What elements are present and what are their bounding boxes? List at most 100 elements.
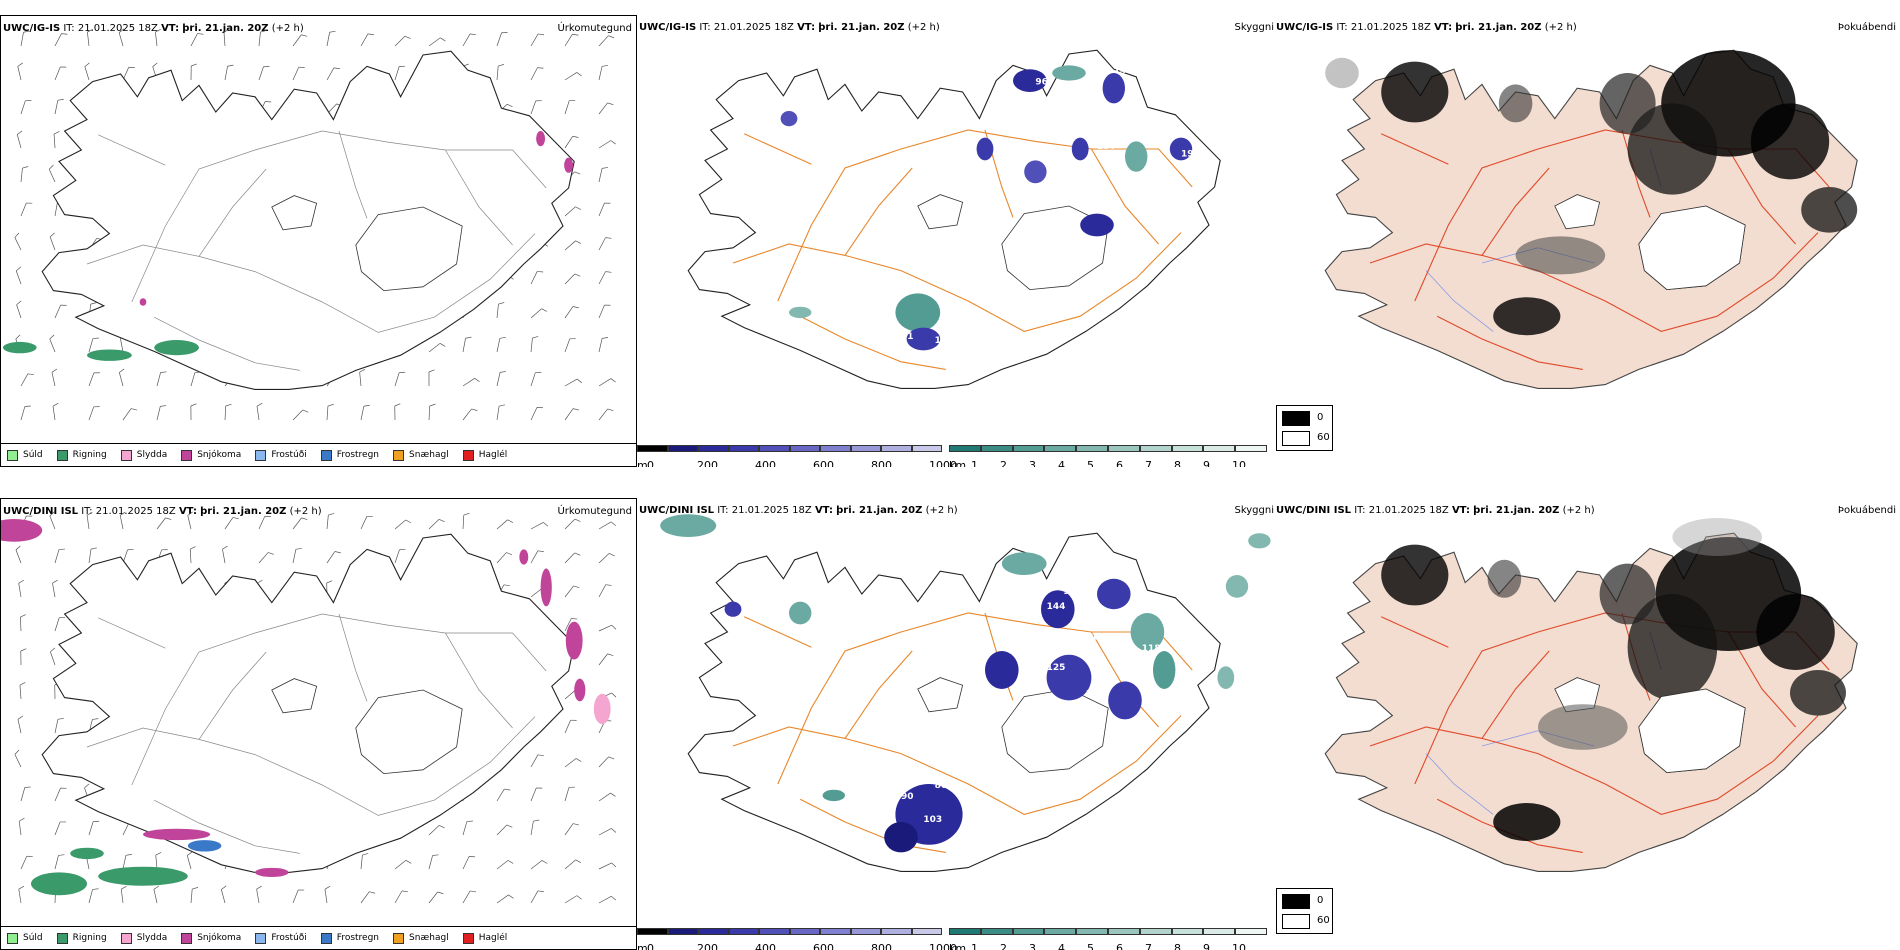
valid-time: þri. 21.jan. 20Z	[1455, 22, 1542, 33]
colorbar-segment	[1139, 445, 1172, 452]
valid-time-label: VT:	[178, 506, 197, 517]
colorbar-tick: 600	[813, 459, 834, 467]
legend-label: Súld	[23, 933, 43, 943]
visibility-km-colorbar: km 1 2 3 4 5 6 7 8 9 10	[949, 445, 1267, 467]
panel-header: UWC/DINI ISL IT: 21.01.2025 18Z VT: þri.…	[639, 505, 958, 516]
lead-time: (+2 h)	[1544, 22, 1577, 33]
issue-time: IT: 21.01.2025 18Z	[63, 23, 158, 34]
colorbar-tick: 2	[1000, 459, 1007, 467]
model-name: UWC/DINI ISL	[1276, 505, 1352, 516]
colorbar-segment	[1139, 928, 1172, 935]
glacier-outline	[271, 678, 318, 714]
colorbar-segment	[667, 445, 698, 452]
legend-label: Haglél	[478, 933, 508, 943]
legend-swatch	[7, 932, 18, 944]
valid-time: þri. 21.jan. 20Z	[1473, 505, 1560, 516]
colorbar-tick: 9	[1203, 459, 1210, 467]
issue-time: IT: 21.01.2025 18Z	[1354, 505, 1449, 516]
colorbar-segment	[1044, 928, 1077, 935]
visibility-value: 140	[1114, 66, 1133, 76]
visibility-value: 190	[1181, 150, 1200, 160]
colorbar-tick: 1	[971, 459, 978, 467]
legend-swatch	[56, 932, 68, 944]
legend-label: 60	[1317, 915, 1330, 926]
visibility-m-colorbar: m 0 200 400 600 800 1000	[637, 928, 957, 950]
legend-item: Rigning	[56, 932, 107, 944]
road-network	[86, 130, 547, 371]
visibility-value: 149	[974, 636, 993, 646]
colorbar-segment	[1012, 928, 1045, 935]
colorbar-segment	[1076, 445, 1108, 452]
visibility-value: 201	[1069, 640, 1088, 650]
legend-swatch	[1282, 914, 1310, 929]
legend-label: Snæhagl	[409, 450, 449, 460]
valid-time: þri. 21.jan. 20Z	[836, 505, 923, 516]
visibility-value: 144	[1047, 602, 1066, 612]
valid-time-label: VT:	[797, 22, 816, 33]
panel-header: UWC/IG-IS IT: 21.01.2025 18Z VT: þri. 21…	[1276, 22, 1577, 33]
colorbar-segment	[1203, 445, 1236, 452]
fog-index-areas	[1325, 50, 1858, 336]
issue-time: IT: 21.01.2025 18Z	[699, 22, 794, 33]
visibility-value: 170	[1147, 602, 1166, 612]
map-canvas	[3, 28, 616, 421]
legend-item: Rigning	[56, 449, 107, 461]
colorbar-tick: 9	[1203, 942, 1210, 950]
legend-item: Snæhagl	[393, 449, 449, 461]
legend-item: Frostúði	[255, 449, 307, 461]
colorbar-segment	[1203, 928, 1236, 935]
legend-label: Snjókoma	[197, 933, 242, 943]
precip-type-legend: Súld Rigning Slydda Snjókoma Frostúði Frostre…	[1, 443, 636, 466]
legend-label: Frostúði	[271, 933, 307, 943]
colorbar-segment	[759, 445, 790, 452]
colorbar-tick: 400	[755, 459, 776, 467]
colorbar-segment	[1012, 445, 1045, 452]
map-canvas	[1324, 49, 1858, 389]
legend-label: Frostregn	[336, 450, 380, 460]
legend-item: Haglél	[462, 449, 507, 461]
precip-areas	[3, 131, 574, 361]
colorbar-tick: 800	[871, 942, 892, 950]
lead-time: (+2 h)	[271, 23, 304, 34]
colorbar-tick: 3	[1029, 459, 1036, 467]
legend-label: Frostúði	[271, 450, 307, 460]
visibility-value: 184	[1114, 617, 1133, 627]
visibility-m-colorbar: m 0 200 400 600 800 1000	[637, 445, 957, 467]
visibility-value: 116	[1125, 188, 1144, 198]
map-panel-r2-c1: UWC/DINI ISL IT: 21.01.2025 18Z VT: þri.…	[0, 498, 637, 950]
valid-time: þri. 21.jan. 20Z	[200, 506, 287, 517]
legend-swatch	[1282, 894, 1310, 909]
colorbar-tick: 0	[647, 942, 654, 950]
panel-field-title: Skyggni	[1234, 505, 1274, 516]
legend-swatch	[393, 932, 405, 944]
legend-item: Snjókoma	[181, 449, 241, 461]
colorbar-segment	[637, 928, 668, 935]
colorbar-tick: 4	[1058, 942, 1065, 950]
legend-swatch	[120, 449, 132, 461]
map-panel-r2-c2: UWC/DINI ISL IT: 21.01.2025 18Z VT: þri.…	[637, 498, 1274, 950]
colorbar-segment	[1171, 928, 1204, 935]
glacier-outline	[1638, 688, 1746, 774]
valid-time: þri. 21.jan. 20Z	[182, 23, 269, 34]
colorbar-tick: 7	[1145, 942, 1152, 950]
colorbar-tick: 10	[1232, 942, 1246, 950]
colorbar-segment	[881, 445, 912, 452]
colorbar-tick: 1000	[929, 942, 957, 950]
legend-swatch	[1282, 411, 1310, 426]
valid-time-label: VT:	[1434, 22, 1453, 33]
visibility-value-labels: 96 140 116 150 175 190 52 21 101	[901, 66, 1200, 346]
colorbar-segment	[698, 445, 729, 452]
colorbar-segment	[820, 445, 851, 452]
colorbar-segment	[980, 445, 1013, 452]
visibility-value: 96	[1035, 77, 1048, 87]
colorbar-segment	[1235, 445, 1267, 452]
visibility-areas	[660, 514, 1271, 853]
colorbar-tick: 0	[647, 459, 654, 467]
map-panel-r2-c3: UWC/DINI ISL IT: 21.01.2025 18Z VT: þri.…	[1274, 498, 1900, 950]
map-panel-r1-c2: UWC/IG-IS IT: 21.01.2025 18Z VT: þri. 21…	[637, 15, 1274, 467]
colorbar-segment	[949, 928, 981, 935]
model-name: UWC/DINI ISL	[639, 505, 715, 516]
colorbar-segment	[698, 928, 729, 935]
visibility-value: 101	[935, 336, 954, 346]
